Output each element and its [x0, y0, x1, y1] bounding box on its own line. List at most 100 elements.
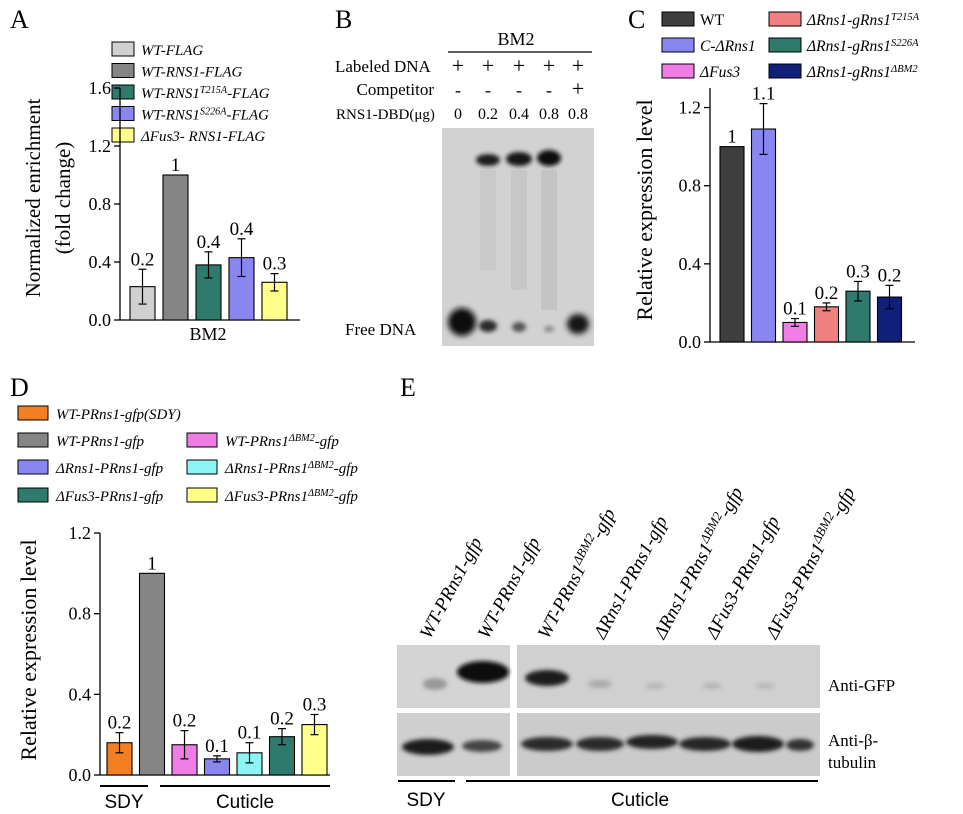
competitor-sign: - — [455, 80, 461, 100]
chartC-data-label: 1.1 — [752, 84, 776, 105]
gfp-band-4 — [588, 680, 612, 688]
smear-lane2 — [480, 170, 496, 270]
free-dna-band-lane4 — [544, 326, 554, 332]
lane-label: WT-PRns1-gfp — [474, 534, 545, 642]
legend-swatch-a — [111, 84, 135, 100]
chartD-ytick-label: 0.8 — [69, 604, 92, 624]
panel-c-legend: WT C-ΔRns1 ΔFus3 ΔRns1-gRns1T215A ΔRns1-gRns… — [661, 11, 920, 82]
legend-label-d: ΔRns1-PRns1-gfp — [55, 461, 164, 477]
chartC-bar — [750, 128, 777, 343]
legend-swatch-a — [111, 63, 135, 78]
legend-swatch-c — [768, 37, 802, 53]
group-label-sdy: SDY — [104, 792, 143, 813]
panel-c-letter: C — [628, 5, 645, 34]
legend-label-d: WT-PRns1-gfp — [56, 434, 145, 450]
panel-d: D WT-PRns1-gfp(SDY) WT-PRns1-gfp WT-PRns1Δ… — [10, 373, 358, 813]
emsa-bands — [448, 150, 589, 336]
tubulin-band-5 — [626, 735, 678, 749]
legend-swatch-a — [111, 127, 135, 143]
row-label-labeled-dna: Labeled DNA — [335, 57, 432, 76]
lane-label: ΔFus3-PRns1ΔBM2-gfp — [758, 482, 859, 643]
competitor-sign: + — [572, 76, 584, 101]
chartC-data-label: 0.1 — [783, 299, 807, 320]
chartD-ytick-label: 1.2 — [69, 523, 92, 543]
panel-b-letter: B — [335, 5, 352, 34]
chartC-ytick-label: 0.8 — [679, 176, 702, 196]
chartA-data-label: 0.4 — [197, 232, 221, 253]
panel-a-chart: 0.0 0.4 0.8 1.2 1.6 0.2 1 0.4 0.4 0.3 — [89, 78, 300, 330]
free-dna-band-lane2 — [479, 320, 497, 332]
smear-lane3 — [511, 170, 527, 290]
chartD-data-label: 0.3 — [303, 695, 327, 716]
chartA-data-label: 0.2 — [131, 249, 155, 270]
chartD-ytick-label: 0.4 — [69, 684, 92, 704]
legend-swatch-d — [17, 459, 49, 475]
chartA-data-label: 1 — [171, 155, 181, 176]
legend-label-c: ΔFus3 — [699, 64, 740, 81]
legend-label-d: WT-PRns1ΔBM2-gfp — [225, 433, 339, 451]
tubulin-band-1 — [402, 739, 454, 755]
panel-d-ylabel: Relative expression level — [16, 539, 41, 760]
legend-label-d: ΔRns1-PRns1ΔBM2-gfp — [224, 460, 358, 478]
gfp-band-3 — [525, 670, 569, 686]
legend-swatch-c — [661, 37, 695, 53]
chartD-data-label: 0.1 — [238, 723, 262, 744]
panel-e: E WT-PRns1-gfpWT-PRns1-gfpWT-PRns1ΔBM2-g… — [397, 373, 895, 811]
legend-swatch-d — [186, 459, 218, 475]
protein-amount: 0.8 — [539, 106, 559, 123]
panel-e-lane-labels: WT-PRns1-gfpWT-PRns1-gfpWT-PRns1ΔBM2-gfp… — [416, 482, 860, 643]
chartC-data-label: 0.2 — [815, 283, 839, 304]
protein-amount: 0.8 — [568, 106, 588, 123]
legend-label-a: WT-RNS1S226A-FLAG — [141, 106, 269, 124]
gfp-band-6 — [702, 683, 722, 689]
labeled-dna-sign: + — [513, 53, 525, 78]
chartA-data-label: 0.4 — [230, 219, 254, 240]
legend-label-d: ΔFus3-PRns1-gfp — [55, 489, 164, 505]
tubulin-band-4 — [576, 737, 624, 751]
panel-a-ylabel-line1: Normalized enrichment — [21, 98, 45, 297]
legend-label-c: ΔRns1-gRns1ΔBM2 — [806, 64, 918, 82]
panel-b-lane-signs: +-0+-0.2+-0.4+-0.8++0.8 — [452, 53, 588, 123]
legend-label-a: WT-FLAG — [141, 43, 203, 59]
chartC-ytick-label: 0.4 — [679, 254, 702, 274]
e-group-label-sdy: SDY — [406, 790, 445, 811]
chartA-ytick-label: 0.4 — [89, 252, 112, 272]
competitor-sign: - — [546, 80, 552, 100]
gfp-band-5 — [645, 683, 665, 689]
legend-label-c: ΔRns1-gRns1S226A — [806, 38, 919, 56]
legend-swatch-d — [17, 487, 49, 503]
gfp-band-2 — [457, 661, 509, 683]
tubulin-band-3 — [521, 737, 573, 751]
legend-swatch-c — [661, 63, 695, 79]
chartD-bar — [138, 572, 166, 776]
chartD-ytick-label: 0.0 — [69, 765, 92, 785]
smear-lane4 — [541, 170, 557, 310]
panel-d-letter: D — [10, 373, 29, 402]
panel-c: C WT C-ΔRns1 ΔFus3 ΔRns1-gRns1T215A ΔRns1-gR… — [628, 5, 920, 352]
legend-swatch-c — [768, 63, 802, 79]
chartD-data-label: 0.2 — [173, 711, 197, 732]
panel-d-chart: 0.0 0.4 0.8 1.2 0.2 1 0.2 0.1 0.1 0.2 0.3 — [69, 523, 330, 785]
protein-amount: 0.4 — [509, 106, 529, 123]
panel-b: B BM2 Labeled DNA Competitor RNS1-DBD(μg… — [335, 5, 594, 346]
legend-swatch-a — [111, 106, 135, 121]
panel-d-legend: WT-PRns1-gfp(SDY) WT-PRns1-gfp WT-PRns1ΔBM… — [17, 405, 358, 505]
tubulin-band-8 — [786, 739, 814, 751]
legend-swatch-a — [111, 41, 135, 57]
e-group-label-cuticle: Cuticle — [611, 790, 669, 811]
legend-label-a: ΔFus3- RNS1-FLAG — [140, 129, 265, 145]
panel-c-chart: 0.0 0.4 0.8 1.2 1 1.1 0.1 0.2 0.3 0.2 — [679, 84, 915, 352]
chartC-bar — [813, 306, 840, 343]
shift-band-lane4 — [537, 150, 561, 166]
competitor-sign: - — [516, 80, 522, 100]
chartA-ytick-label: 1.6 — [89, 78, 112, 98]
labeled-dna-sign: + — [482, 53, 494, 78]
row-label-competitor: Competitor — [357, 80, 435, 99]
panel-a-xlabel: BM2 — [189, 324, 226, 344]
chartA-bar — [162, 174, 189, 321]
group-label-cuticle: Cuticle — [216, 792, 274, 813]
chartC-data-label: 0.2 — [878, 265, 902, 286]
legend-label-a: WT-RNS1-FLAG — [141, 65, 243, 81]
chartD-data-label: 0.1 — [205, 736, 229, 757]
